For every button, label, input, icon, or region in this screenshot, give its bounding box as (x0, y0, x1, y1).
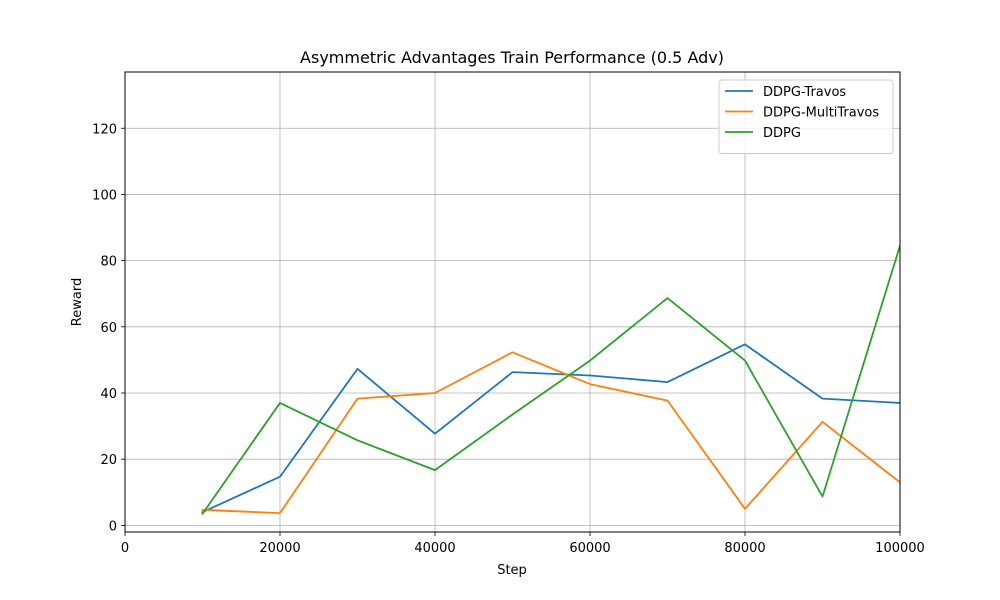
x-tick-label: 40000 (414, 541, 455, 556)
y-tick-label: 100 (92, 188, 117, 203)
legend-box (718, 79, 894, 154)
series-line-ddpg-travos (201, 343, 900, 514)
chart-title: Asymmetric Advantages Train Performance … (300, 48, 724, 67)
x-tick-label: 60000 (569, 541, 610, 556)
plot-frame (124, 71, 901, 533)
series-line-ddpg (201, 244, 900, 516)
y-tick-label: 20 (100, 453, 117, 468)
y-tick-label: 40 (100, 387, 117, 402)
y-tick-label: 0 (109, 519, 117, 534)
legend: DDPG-Travos DDPG-MultiTravos DDPG (718, 79, 894, 154)
legend-label: DDPG-MultiTravos (763, 106, 879, 121)
series-layer (201, 244, 900, 516)
legend-label: DDPG (763, 126, 801, 141)
y-tick-label: 120 (92, 122, 117, 137)
legend-label: DDPG-Travos (763, 85, 846, 100)
x-tick-label: 20000 (259, 541, 300, 556)
x-axis-label: Step (497, 563, 527, 578)
x-tick-label: 80000 (724, 541, 765, 556)
series-line-ddpg-multitravos (201, 351, 900, 515)
y-tick-label: 80 (100, 255, 117, 270)
x-tick-label: 0 (121, 541, 129, 556)
y-tick-label: 60 (100, 321, 117, 336)
ticks: 0 20000 40000 60000 80000 100000 0 20 40 60 80 100 1… (92, 122, 925, 556)
y-axis-label: Reward (70, 278, 85, 326)
x-tick-label: 100000 (875, 541, 925, 556)
